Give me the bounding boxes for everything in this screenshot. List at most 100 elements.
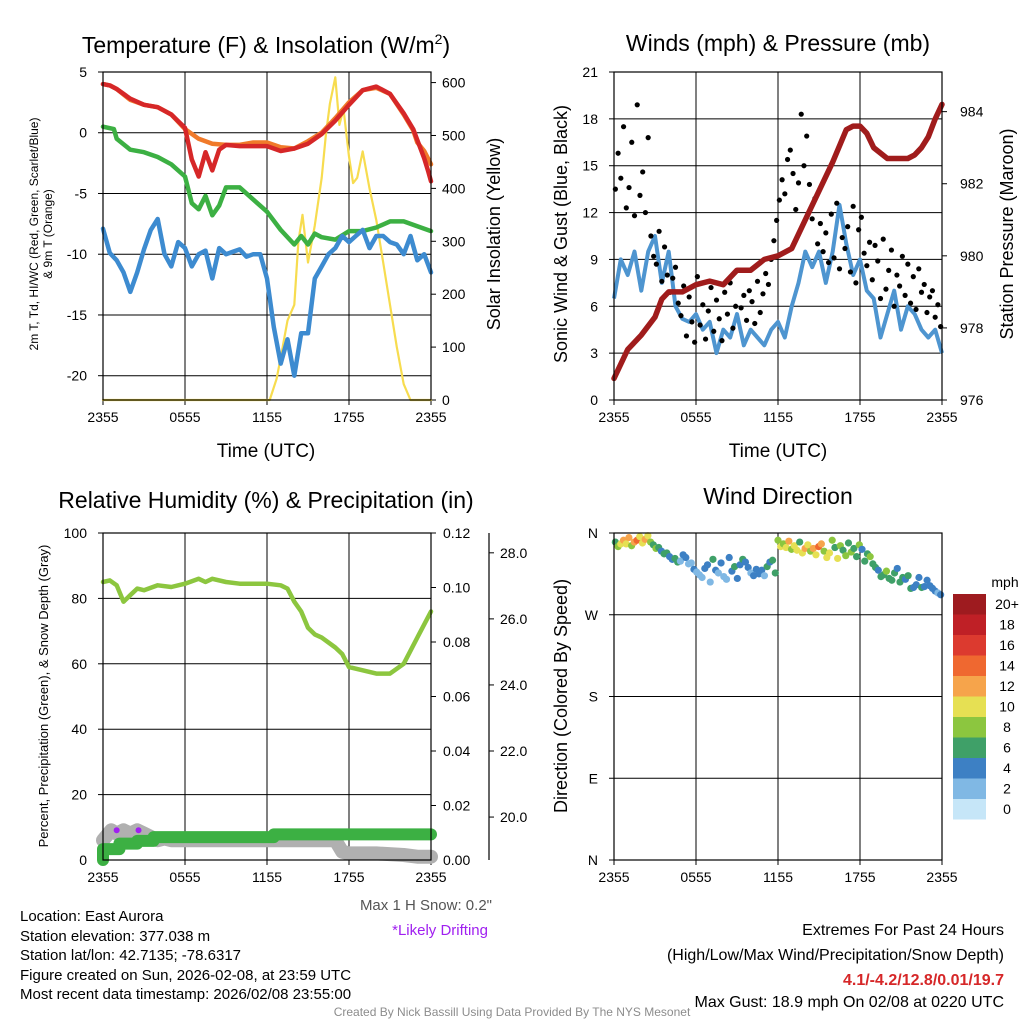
gust-point bbox=[760, 291, 766, 297]
gust-point bbox=[877, 295, 884, 302]
direction-xtick-label: 1155 bbox=[763, 869, 793, 885]
created-text: Figure created on Sun, 2026-02-08, at 23… bbox=[20, 966, 352, 984]
likely-drifting-note: *Likely Drifting bbox=[392, 922, 488, 939]
direction-point bbox=[722, 575, 731, 583]
direction-point bbox=[809, 544, 817, 553]
legend-swatch bbox=[953, 594, 986, 615]
temperature-title: Temperature (F) & Insolation (W/m2) bbox=[82, 31, 450, 58]
gust-point bbox=[686, 294, 692, 300]
precip-ytick-label: 0.04 bbox=[443, 743, 470, 759]
insolation-ytick-label: 500 bbox=[442, 127, 466, 143]
direction-point bbox=[831, 543, 839, 552]
gust-point bbox=[648, 233, 654, 239]
direction-point bbox=[709, 555, 717, 563]
gust-point bbox=[738, 305, 744, 311]
direction-xtick-label: 2355 bbox=[598, 869, 629, 885]
gust-point bbox=[858, 214, 864, 220]
gust-point bbox=[743, 317, 750, 323]
gust-point bbox=[629, 139, 635, 145]
direction-point bbox=[706, 578, 714, 586]
gust-point bbox=[932, 314, 938, 320]
gust-point bbox=[916, 266, 922, 272]
direction-ytick-label: E bbox=[589, 770, 598, 786]
humidity-ytick-label: 0 bbox=[79, 852, 87, 868]
gust-point bbox=[845, 224, 851, 230]
legend-swatch bbox=[953, 696, 986, 717]
gust-point bbox=[722, 289, 728, 295]
gust-point bbox=[869, 277, 875, 283]
gust-point bbox=[746, 288, 752, 294]
temperature-ytick-label: -10 bbox=[67, 246, 87, 262]
snow-ytick-label: 24.0 bbox=[500, 677, 527, 693]
gust-point bbox=[793, 206, 799, 213]
gust-point bbox=[615, 150, 621, 156]
gust-point bbox=[642, 209, 649, 216]
max-snow-text: Max 1 H Snow: 0.2" bbox=[359, 897, 492, 914]
winds-ytick-label: 15 bbox=[582, 158, 598, 174]
legend-label: 8 bbox=[1003, 719, 1011, 735]
direction-point bbox=[768, 556, 777, 564]
direction-xtick-label: 0555 bbox=[680, 869, 711, 885]
gust-point bbox=[659, 278, 665, 284]
temperature-ytick-label: -5 bbox=[75, 185, 88, 201]
gust-point bbox=[713, 297, 720, 303]
gust-point bbox=[790, 170, 796, 177]
gust-point bbox=[866, 239, 873, 245]
winds-ytick-label: 21 bbox=[582, 64, 598, 80]
gust-point bbox=[918, 289, 925, 295]
insolation-ylabel: Solar Insolation (Yellow) bbox=[484, 138, 504, 330]
gust-point bbox=[623, 205, 629, 211]
direction-point bbox=[793, 546, 801, 554]
direction-point bbox=[703, 561, 712, 569]
snow-ytick-label: 20.0 bbox=[500, 809, 527, 825]
gust-point bbox=[798, 111, 804, 117]
gust-point bbox=[888, 247, 895, 253]
gust-point bbox=[634, 102, 640, 108]
direction-point bbox=[874, 566, 882, 574]
gust-point bbox=[774, 217, 780, 223]
legend-label: 10 bbox=[999, 699, 1015, 715]
gust-point bbox=[626, 184, 632, 191]
winds-xtick-label: 0555 bbox=[680, 409, 711, 425]
direction-point bbox=[741, 558, 750, 566]
gust-point bbox=[776, 197, 782, 203]
insolation-ytick-label: 300 bbox=[442, 233, 466, 249]
sonic-wind-line bbox=[612, 202, 944, 356]
gust-point bbox=[921, 281, 927, 288]
precip-ytick-label: 0.02 bbox=[443, 798, 470, 814]
winds-ytick-label: 9 bbox=[590, 251, 598, 267]
direction-point bbox=[812, 551, 820, 559]
extremes-subtitle: (High/Low/Max Wind/Precipitation/Snow De… bbox=[666, 947, 1004, 964]
direction-ytick-label: W bbox=[585, 607, 599, 623]
gust-point bbox=[891, 303, 897, 309]
station-info: Location: East Aurora Station elevation:… bbox=[20, 907, 351, 1005]
legend-swatch bbox=[953, 799, 986, 820]
gust-point bbox=[661, 244, 668, 250]
latlon-text: Station lat/lon: 42.7135; -78.6317 bbox=[20, 947, 242, 964]
direction-ytick-label: N bbox=[588, 525, 598, 541]
precip-ytick-label: 0.10 bbox=[443, 580, 470, 596]
temperature-xtick-label: 2355 bbox=[415, 409, 446, 425]
gust-point bbox=[828, 211, 834, 217]
direction-point bbox=[861, 557, 869, 565]
gust-point bbox=[839, 234, 845, 241]
direction-point bbox=[687, 559, 695, 567]
temperature-xtick-label: 2355 bbox=[87, 409, 118, 425]
direction-point bbox=[725, 553, 733, 562]
direction-point bbox=[782, 543, 790, 552]
gust-point bbox=[795, 180, 802, 186]
gust-point bbox=[763, 270, 769, 277]
humidity-xtick-label: 2355 bbox=[87, 869, 118, 885]
gust-point bbox=[724, 311, 731, 317]
gust-point bbox=[815, 241, 821, 247]
gust-point bbox=[875, 258, 881, 264]
direction-point bbox=[844, 539, 853, 547]
windchill-line bbox=[100, 216, 434, 378]
gust-point bbox=[929, 288, 936, 294]
legend-swatch bbox=[953, 676, 986, 697]
direction-point bbox=[825, 549, 834, 557]
temperature-ytick-label: -15 bbox=[67, 307, 87, 323]
direction-point bbox=[853, 553, 861, 561]
gust-point bbox=[787, 147, 793, 153]
direction-ytick-label: S bbox=[589, 689, 598, 705]
